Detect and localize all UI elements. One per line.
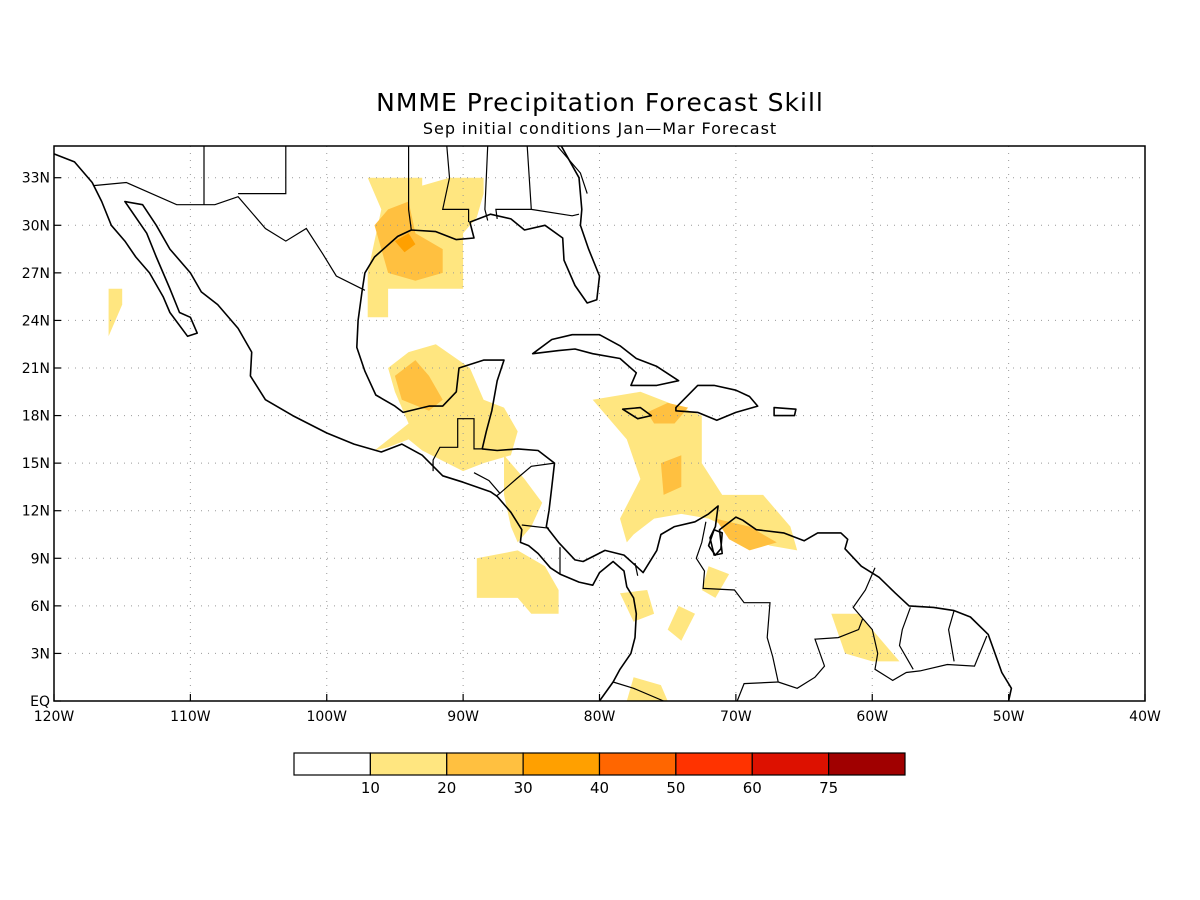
skill-region-pacific-panama [476,550,559,614]
map-background [54,146,1145,701]
jamaica [621,406,653,420]
venezuela-brazil [778,618,864,689]
colombia-ecuador-peru [612,681,664,701]
cuba [531,333,680,387]
guyana-brazil-suriname [862,618,988,682]
skill-region-colombia-small-1 [620,590,655,622]
x-tick-label: 120W [34,709,75,725]
colorbar-swatch [675,752,753,776]
x-tick-label: 50W [993,709,1025,725]
colorbar-label: 30 [514,779,533,797]
colorbar-label: 10 [361,779,380,797]
colorbar-label: 60 [743,779,762,797]
guyana-suriname [898,607,914,670]
skill-region-venezuela-core [715,518,777,551]
y-tick-label: 6N [31,599,50,615]
y-tick-label: 21N [22,361,50,377]
political-borders [93,146,988,701]
skill-region-texas-gulf-peak [394,233,416,253]
y-tick-label: 3N [31,646,50,662]
us-state-lines-2 [238,146,287,195]
venezuela-guyana [852,567,876,619]
skill-region-caribbean-hispaniola [592,391,798,551]
figure-title: NMME Precipitation Forecast Skill [376,88,824,117]
nicaragua-costarica [521,524,550,529]
y-tick-label: 27N [22,266,50,282]
colombia-venezuela [695,521,779,683]
mississippi-alabama [484,146,489,221]
georgia-florida [531,208,580,217]
x-tick-label: 100W [306,709,347,725]
louisiana-mississippi [441,146,470,223]
colorbar-label: 40 [590,779,609,797]
skill-shading-layer [108,177,900,701]
skill-region-equator-colombia [626,677,668,701]
colorbar-swatch [828,752,906,776]
y-tick-label: 9N [31,551,50,567]
mexico-guatemala-belize [432,418,483,472]
colorbar-swatch [522,752,601,776]
georgia-sc [556,146,588,194]
colorbar-label: 75 [819,779,838,797]
skill-region-baja-pacific [108,288,123,337]
gridlines [54,146,1145,701]
colorbar-label: 20 [437,779,456,797]
x-tick-label: 110W [170,709,211,725]
skill-region-yucatan-bay-core [394,360,443,411]
skill-region-colombia-small-3 [701,566,730,598]
x-tick-label: 90W [447,709,479,725]
y-tick-label: 18N [22,409,50,425]
colorbar-swatch [293,752,371,776]
colorbar-swatch [598,752,677,776]
x-tick-label: 80W [584,709,616,725]
axes: 120W 110W 100W 90W 80W 70W 60W 50W 40W EQ 3N 6N 9N 12… [22,171,1161,725]
colorbar-swatch [369,752,448,776]
alabama-georgia [495,146,532,219]
x-tick-label: 70W [720,709,752,725]
y-tick-label: 30N [22,218,50,234]
skill-region-colombia-small-2 [667,605,695,641]
lake-maracaibo [707,528,723,556]
colorbar-swatch [751,752,830,776]
central-america-borders [473,472,501,497]
x-tick-label: 40W [1129,709,1161,725]
map-area [54,146,1145,701]
y-tick-label: 12N [22,504,50,520]
skill-region-guyana [831,613,900,662]
y-tick-label: 24N [22,313,50,329]
colorbar-swatch [446,752,524,776]
y-tick-label: 33N [22,171,50,187]
panama-colombia [634,562,639,576]
skill-region-caribbean-core-central [660,455,682,495]
texas-louisiana [408,146,412,231]
figure-subtitle: Sep initial conditions Jan—Mar Forecast [423,119,777,138]
puerto-rico [773,406,797,417]
north-america-pacific-coast [54,153,638,701]
honduras-nicaragua [499,462,555,494]
colorbar-label: 50 [666,779,685,797]
colombia-brazil [736,681,779,701]
skill-region-caribbean-core-jamaica [647,402,689,424]
us-mexico-border [93,181,366,291]
y-tick-label: 15N [22,456,50,472]
skill-region-central-america [504,455,543,543]
y-tick-label: EQ [30,694,50,710]
colorbar: 10 20 30 40 50 60 75 [293,752,906,797]
suriname-fguiana [947,610,955,662]
x-tick-label: 60W [856,709,888,725]
hispaniola [675,384,759,422]
